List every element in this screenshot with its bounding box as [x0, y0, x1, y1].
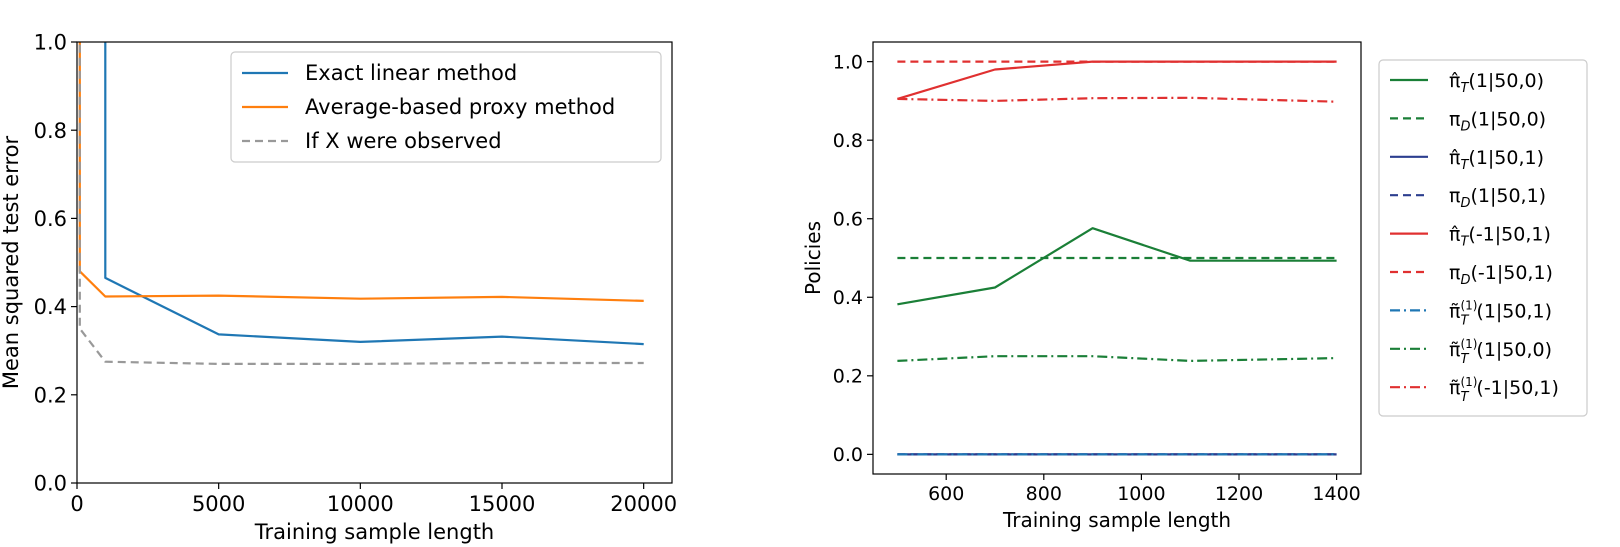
y-tick-label: 1.0	[34, 31, 67, 55]
y-tick-label: 0.4	[833, 287, 863, 309]
y-tick-label: 0.4	[34, 295, 67, 319]
series-line-8	[897, 96, 1337, 103]
legend-label-0: Exact linear method	[305, 61, 517, 85]
legend-label-8: π̃(1) T (-1|50,1)	[1449, 375, 1559, 405]
legend	[1378, 59, 1588, 417]
legend-label-5: πD(-1|50,1)	[1449, 262, 1553, 288]
x-tick-label: 800	[1026, 483, 1062, 505]
plot-frame	[76, 41, 673, 484]
x-tick-label: 1200	[1215, 483, 1263, 505]
x-axis-label: Training sample length	[1002, 508, 1231, 532]
x-tick-label: 1400	[1312, 483, 1360, 505]
y-tick-label: 0.8	[833, 130, 863, 152]
legend-label-7: π̃(1) T (1|50,0)	[1449, 337, 1552, 367]
x-axis-label: Training sample length	[254, 520, 495, 544]
legend	[230, 51, 662, 163]
x-tick-label: 10000	[327, 492, 394, 516]
legend-label-0: π̂T(1|50,0)	[1449, 70, 1544, 96]
series-line-7	[897, 355, 1337, 362]
y-tick-label: 0.0	[34, 472, 67, 496]
legend-label-4: π̂T(-1|50,1)	[1449, 224, 1551, 250]
series-line-0	[897, 227, 1337, 306]
series-line-2	[78, 42, 644, 365]
series-group	[78, 42, 644, 365]
x-tick-label: 5000	[192, 492, 245, 516]
x-tick-label: 0	[70, 492, 83, 516]
y-axis-label: Mean squared test error	[0, 136, 23, 390]
y-tick-label: 0.6	[34, 207, 67, 231]
legend-label-2: π̂T(1|50,1)	[1449, 147, 1544, 173]
chart-mse: 0 5000 10000 15000 20000 0.0 0.2 0.4 0.6 0.8 1.0 Tr…	[0, 31, 677, 544]
x-tick-label: 600	[928, 483, 964, 505]
y-tick-label: 1.0	[833, 51, 863, 73]
legend-label-1: πD(1|50,0)	[1449, 108, 1546, 134]
y-axis-label: Policies	[801, 221, 825, 295]
legend-label-3: πD(1|50,1)	[1449, 185, 1546, 211]
x-tick-label: 1000	[1117, 483, 1165, 505]
chart-policies: 600 800 1000 1200 1400 0.0 0.2 0.4 0.6 0.8 1.0 Trai…	[801, 41, 1588, 532]
plot-frame	[872, 41, 1362, 475]
series-group	[897, 60, 1337, 456]
legend-label-6: π̃(1) T (1|50,1)	[1449, 298, 1552, 328]
series-line-0	[104, 42, 644, 346]
x-tick-label: 15000	[469, 492, 536, 516]
y-tick-label: 0.0	[833, 444, 863, 466]
legend-label-2: If X were observed	[305, 129, 502, 153]
y-tick-label: 0.2	[833, 366, 863, 388]
y-tick-label: 0.6	[833, 209, 863, 231]
series-line-4	[897, 60, 1337, 100]
y-tick-label: 0.8	[34, 119, 67, 143]
x-tick-label: 20000	[610, 492, 677, 516]
y-tick-label: 0.2	[34, 383, 67, 407]
legend-label-1: Average-based proxy method	[305, 95, 615, 119]
